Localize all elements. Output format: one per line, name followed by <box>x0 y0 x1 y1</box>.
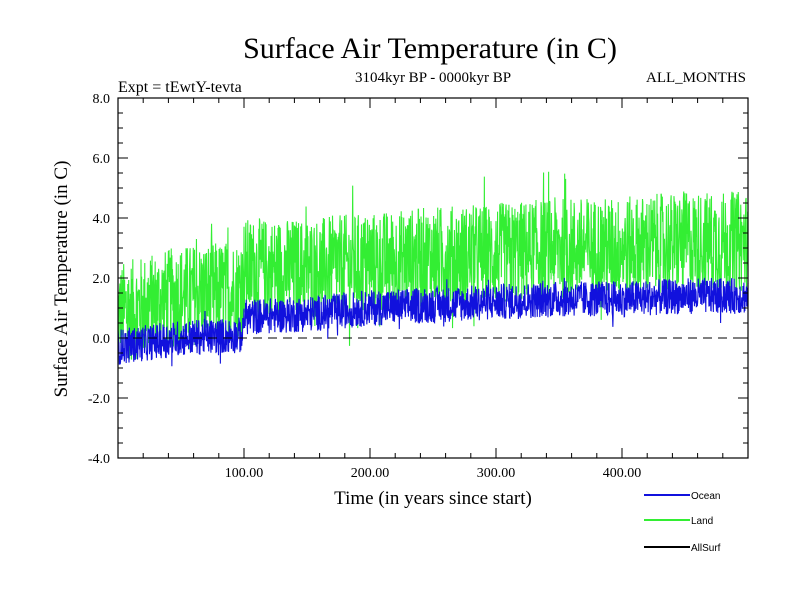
series-line-ocean <box>117 277 749 367</box>
chart-subtitle: 3104kyr BP - 0000kyr BP <box>355 70 511 86</box>
y-tick-label: -2.0 <box>88 392 110 407</box>
plot-area <box>117 97 749 459</box>
x-tick-label: 300.00 <box>477 466 516 481</box>
y-tick-label: 0.0 <box>93 332 111 347</box>
series-line-land <box>117 171 749 360</box>
legend-label-allsurf: AllSurf <box>691 543 721 554</box>
series-land-band <box>117 171 749 360</box>
x-axis-label: Time (in years since start) <box>334 488 532 509</box>
x-axis: 100.00 200.00 300.00 400.00 <box>142 98 724 481</box>
y-tick-label: 2.0 <box>93 272 111 287</box>
experiment-label: Expt = tEwtY-tevta <box>118 79 242 96</box>
y-tick-label: 8.0 <box>93 92 111 107</box>
y-tick-label: -4.0 <box>88 452 110 467</box>
legend-label-ocean: Ocean <box>691 491 720 502</box>
x-tick-label: 200.00 <box>351 466 390 481</box>
y-axis-label: Surface Air Temperature (in C) <box>51 161 72 398</box>
y-axis: -4.0 -2.0 0.0 2.0 4.0 6.0 8.0 <box>88 92 748 467</box>
y-tick-label: 4.0 <box>93 212 111 227</box>
legend-label-land: Land <box>691 516 713 527</box>
x-tick-label: 400.00 <box>603 466 642 481</box>
legend: Ocean Land AllSurf <box>644 491 721 554</box>
x-tick-label: 100.00 <box>225 466 264 481</box>
chart-title: Surface Air Temperature (in C) <box>243 32 617 65</box>
series-ocean-band <box>117 277 749 367</box>
months-label: ALL_MONTHS <box>646 70 746 86</box>
y-tick-label: 6.0 <box>93 152 111 167</box>
